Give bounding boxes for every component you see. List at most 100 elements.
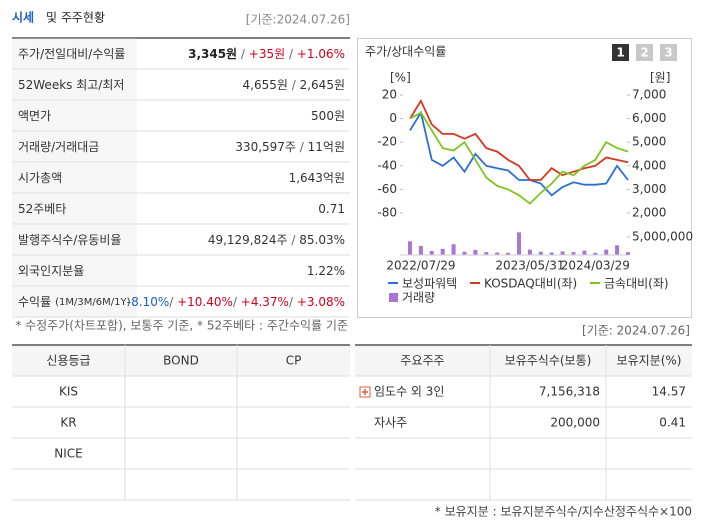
value: -8.10%	[127, 295, 169, 309]
value: 2,645원	[300, 78, 345, 92]
value: +3.08%	[297, 295, 345, 309]
volume-bar	[538, 251, 543, 255]
label: 주가/전일대비/수익률	[18, 47, 125, 61]
tab[interactable]	[660, 44, 677, 61]
label: 시가총액	[18, 171, 62, 185]
note: * 수정주가(차트포함), 보통주 기준, * 52주베타 : 주간수익률 기준	[15, 319, 348, 333]
label-cell	[12, 69, 137, 100]
row-value: 4,655원 / 2,645원	[243, 78, 345, 92]
separator: /	[296, 140, 308, 154]
tab[interactable]	[636, 44, 653, 61]
label: 52Weeks 최고/최저	[18, 78, 124, 92]
row-value: 1,643억원	[289, 171, 345, 185]
cell: 200,000	[550, 416, 600, 430]
row-label: 52주베타	[18, 202, 66, 216]
label-cell	[12, 38, 137, 69]
y2-tick-label: 4,000	[632, 158, 666, 172]
volume-bar	[473, 249, 478, 255]
legend-label: 금속대비(좌)	[604, 277, 669, 291]
cell: 자사주	[374, 416, 407, 430]
chart-title: 주가/상대수익률	[365, 45, 446, 59]
label-cell	[12, 162, 137, 193]
label: 52주베타	[18, 202, 66, 216]
volume-bar	[429, 251, 434, 255]
header-row	[355, 345, 692, 376]
y2-tick-label: 7,000	[632, 88, 666, 102]
title-rest: 및 주주현황	[46, 11, 105, 25]
row-label: 발행주식수/유동비율	[18, 232, 121, 247]
header-cell: 주요주주	[400, 354, 444, 368]
header-row	[12, 345, 350, 376]
y2-axis-label: [원]	[650, 71, 670, 85]
label-cell	[12, 100, 137, 131]
value: 1,643억원	[289, 171, 345, 185]
legend-label: KOSDAQ대비(좌)	[484, 277, 577, 291]
volume-bar	[408, 241, 412, 255]
series-line	[409, 110, 629, 197]
value: 500원	[311, 109, 345, 123]
volume-bar	[560, 251, 565, 255]
volume-bar	[626, 252, 630, 255]
label: 수익률	[18, 295, 51, 309]
tab-label[interactable]: 2	[640, 46, 648, 60]
value: +1.06%	[297, 47, 345, 61]
tab-label[interactable]: 1	[616, 46, 624, 60]
header-cell: BOND	[163, 354, 199, 368]
row-label: 시가총액	[18, 171, 62, 185]
volume-bar	[517, 232, 521, 255]
y-tick-label: -20	[377, 135, 397, 149]
expand-plus[interactable]	[362, 389, 368, 395]
row-label: 52Weeks 최고/최저	[18, 78, 124, 92]
value: 4,655원	[243, 78, 288, 92]
separator: /	[233, 295, 241, 309]
row-value: -8.10%/ +10.40%/ +4.37%/ +3.08%	[127, 295, 345, 309]
cell: 0.41	[659, 416, 686, 430]
y2-tick-label: 3,000	[632, 182, 666, 196]
volume-bar	[506, 252, 511, 255]
separator: /	[237, 47, 249, 61]
label-cell	[12, 255, 137, 286]
volume-bar	[615, 245, 620, 255]
cell: 14.57	[652, 385, 686, 399]
y-tick-label: -40	[377, 158, 397, 172]
legend-swatch	[389, 293, 398, 302]
volume-bar	[495, 252, 500, 255]
tab[interactable]	[612, 44, 629, 61]
row-label: 주가/전일대비/수익률	[18, 47, 125, 61]
label: 발행주식수/유동비율	[18, 232, 121, 247]
volume-bar	[418, 246, 423, 255]
header-cell: CP	[286, 354, 302, 368]
title: 시세	[12, 10, 34, 25]
row-value: 49,129,824주 / 85.03%	[208, 233, 345, 247]
y2-tick-label: 6,000	[632, 111, 666, 125]
row-value: 330,597주 / 11억원	[235, 140, 345, 154]
series-line	[409, 111, 629, 205]
value: 0.71	[318, 202, 345, 216]
y2-tick-label: 2,000	[632, 206, 666, 220]
y-tick-label: 0	[389, 111, 397, 125]
row-value: 1.22%	[307, 264, 345, 278]
row-label: 외국인지분율	[18, 264, 84, 278]
y-axis-label: [%]	[390, 71, 411, 85]
value: 85.03%	[299, 233, 345, 247]
legend-label: 거래량	[402, 291, 435, 305]
cell: 7,156,318	[539, 385, 600, 399]
label: 액면가	[18, 109, 51, 123]
header-cell: 신용등급	[46, 354, 90, 368]
cell: 임도수 외 3인	[374, 385, 444, 399]
row-label: 수익률 (1M/3M/6M/1Y)	[18, 295, 131, 309]
row-label: 거래량/거래대금	[18, 140, 99, 154]
value: 11억원	[308, 140, 345, 154]
value: 1.22%	[307, 264, 345, 278]
cell: NICE	[54, 447, 82, 461]
row-value: 500원	[311, 109, 345, 123]
separator: /	[288, 78, 300, 92]
label-cell	[12, 224, 137, 255]
y-tick-label: -80	[377, 206, 397, 220]
value: +35원	[249, 47, 285, 61]
y2-tick-label: 5,000	[632, 135, 666, 149]
volume-bar	[440, 248, 445, 255]
header-cell: 보유지분(%)	[617, 354, 682, 368]
tab-label[interactable]: 3	[664, 46, 672, 60]
